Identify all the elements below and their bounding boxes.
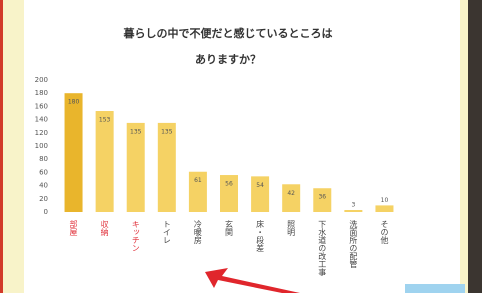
x-tick-label: 下水道の改工事 (318, 220, 327, 276)
value-label: 10 (381, 197, 389, 204)
bar (127, 123, 145, 212)
x-tick-label: その他 (380, 220, 389, 245)
y-tick-label: 20 (39, 195, 48, 203)
value-label: 3 (351, 202, 355, 209)
value-label: 36 (318, 194, 326, 201)
y-tick-label: 0 (44, 208, 48, 216)
bar (65, 93, 83, 212)
value-label: 42 (287, 190, 295, 197)
x-tick-label: 洗面所の配管 (349, 219, 358, 269)
x-tick-label: 冷暖房 (193, 219, 202, 245)
x-tick-label: トイレ (162, 220, 171, 244)
page: 暮らしの中で不便だと感じているところは ありますか？ 0 20 40 60 80 100 1… (0, 0, 482, 293)
chart-title: ありますか？ (195, 53, 261, 66)
value-label: 61 (194, 177, 202, 184)
x-tick-label: 部屋 (69, 219, 78, 237)
chart-title: 暮らしの中で不便だと感じているところは (123, 26, 333, 40)
right-strip (468, 0, 482, 293)
value-label: 153 (99, 117, 111, 124)
x-tick-label: 玄関 (225, 219, 234, 237)
x-tick-label: 床・段差 (256, 219, 265, 252)
corner-badge (405, 284, 465, 293)
card (24, 0, 460, 293)
y-tick-label: 100 (35, 142, 48, 150)
value-label: 54 (256, 182, 264, 189)
x-tick-label: キッチン (131, 220, 140, 252)
y-tick-label: 180 (35, 89, 48, 97)
y-tick-label: 40 (39, 182, 48, 190)
bar (96, 111, 114, 212)
bar (282, 184, 300, 212)
x-tick-label: 収納 (100, 219, 109, 237)
bar (158, 123, 176, 212)
x-tick-label: 照明 (287, 220, 296, 237)
y-tick-label: 200 (35, 76, 48, 84)
y-tick-label: 120 (35, 129, 48, 137)
y-tick-label: 140 (35, 116, 48, 124)
bar (344, 210, 362, 212)
y-tick-label: 60 (39, 168, 48, 176)
y-tick-label: 160 (35, 102, 48, 110)
value-label: 135 (161, 128, 173, 135)
left-border (0, 0, 3, 293)
chart: 暮らしの中で不便だと感じているところは ありますか？ 0 20 40 60 80 100 1… (0, 0, 482, 293)
value-label: 56 (225, 181, 233, 188)
value-label: 180 (68, 99, 80, 106)
value-label: 135 (130, 128, 142, 135)
y-tick-label: 80 (39, 155, 48, 163)
bar (375, 205, 393, 212)
